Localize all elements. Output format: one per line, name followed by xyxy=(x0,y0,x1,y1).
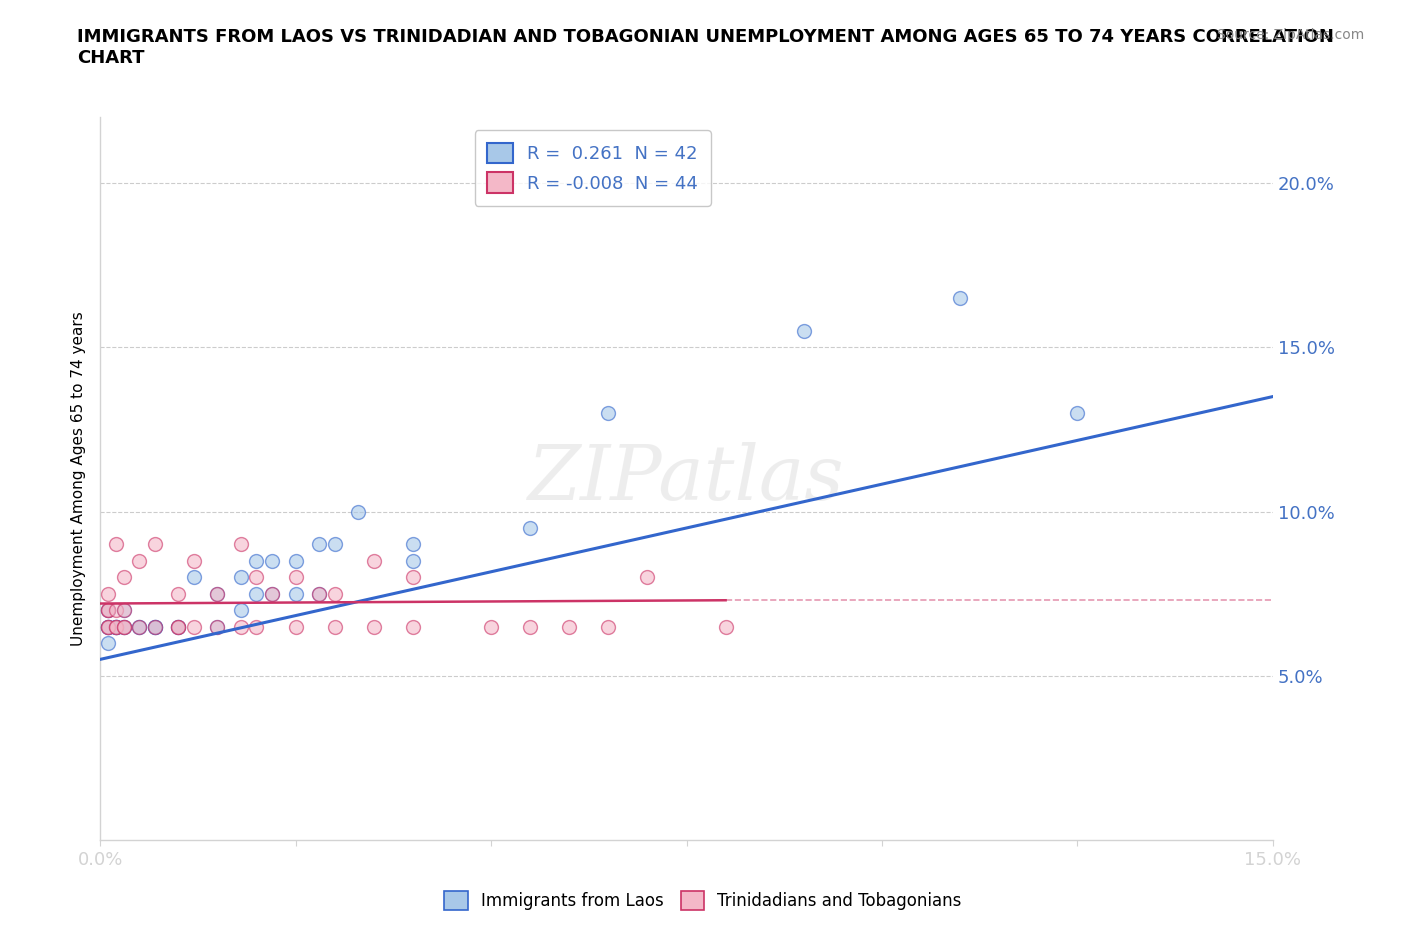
Point xyxy=(229,603,252,618)
Point xyxy=(97,586,120,601)
Point xyxy=(97,619,120,634)
Point xyxy=(167,619,190,634)
Point xyxy=(308,586,330,601)
Point xyxy=(112,570,135,585)
Point xyxy=(207,619,229,634)
Point xyxy=(143,619,166,634)
Text: ZIPatlas: ZIPatlas xyxy=(529,442,845,516)
Point xyxy=(104,619,127,634)
Point xyxy=(104,619,127,634)
Point xyxy=(112,603,135,618)
Point xyxy=(558,619,581,634)
Point xyxy=(97,619,120,634)
Point xyxy=(104,603,127,618)
Point xyxy=(636,570,658,585)
Point xyxy=(112,603,135,618)
Point xyxy=(598,405,620,420)
Y-axis label: Unemployment Among Ages 65 to 74 years: Unemployment Among Ages 65 to 74 years xyxy=(72,312,86,646)
Point xyxy=(229,537,252,551)
Text: IMMIGRANTS FROM LAOS VS TRINIDADIAN AND TOBAGONIAN UNEMPLOYMENT AMONG AGES 65 TO: IMMIGRANTS FROM LAOS VS TRINIDADIAN AND … xyxy=(77,28,1334,67)
Point xyxy=(402,570,425,585)
Point xyxy=(104,619,127,634)
Point xyxy=(262,586,284,601)
Point xyxy=(519,619,541,634)
Point xyxy=(284,570,307,585)
Point xyxy=(143,619,166,634)
Point xyxy=(229,570,252,585)
Point xyxy=(97,603,120,618)
Point xyxy=(1066,405,1088,420)
Point xyxy=(598,619,620,634)
Point xyxy=(245,586,267,601)
Point xyxy=(143,619,166,634)
Point xyxy=(245,553,267,568)
Point xyxy=(97,603,120,618)
Point xyxy=(167,619,190,634)
Point xyxy=(207,586,229,601)
Legend: Immigrants from Laos, Trinidadians and Tobagonians: Immigrants from Laos, Trinidadians and T… xyxy=(437,884,969,917)
Point xyxy=(245,570,267,585)
Point xyxy=(949,290,972,305)
Point xyxy=(347,504,370,519)
Point xyxy=(112,619,135,634)
Point xyxy=(714,619,737,634)
Point xyxy=(128,553,150,568)
Point xyxy=(143,537,166,551)
Point xyxy=(104,619,127,634)
Point xyxy=(284,553,307,568)
Point xyxy=(284,586,307,601)
Point xyxy=(402,619,425,634)
Point xyxy=(112,619,135,634)
Point xyxy=(97,619,120,634)
Point xyxy=(323,537,346,551)
Point xyxy=(323,586,346,601)
Legend: R =  0.261  N = 42, R = -0.008  N = 44: R = 0.261 N = 42, R = -0.008 N = 44 xyxy=(475,130,710,206)
Point xyxy=(167,586,190,601)
Point xyxy=(104,619,127,634)
Point xyxy=(402,537,425,551)
Point xyxy=(207,619,229,634)
Point xyxy=(183,619,205,634)
Point xyxy=(183,553,205,568)
Point xyxy=(402,553,425,568)
Point xyxy=(245,619,267,634)
Text: Source: ZipAtlas.com: Source: ZipAtlas.com xyxy=(1216,28,1364,42)
Point xyxy=(363,553,385,568)
Point xyxy=(97,603,120,618)
Point xyxy=(143,619,166,634)
Point xyxy=(363,619,385,634)
Point xyxy=(519,521,541,536)
Point xyxy=(308,586,330,601)
Point xyxy=(128,619,150,634)
Point xyxy=(97,635,120,650)
Point xyxy=(262,586,284,601)
Point xyxy=(479,619,502,634)
Point xyxy=(97,619,120,634)
Point xyxy=(262,553,284,568)
Point xyxy=(793,324,815,339)
Point xyxy=(112,619,135,634)
Point xyxy=(207,586,229,601)
Point xyxy=(97,619,120,634)
Point xyxy=(167,619,190,634)
Point xyxy=(128,619,150,634)
Point xyxy=(167,619,190,634)
Point xyxy=(104,537,127,551)
Point xyxy=(104,619,127,634)
Point xyxy=(112,619,135,634)
Point xyxy=(128,619,150,634)
Point xyxy=(308,537,330,551)
Point xyxy=(97,603,120,618)
Point xyxy=(284,619,307,634)
Point xyxy=(229,619,252,634)
Point xyxy=(323,619,346,634)
Point xyxy=(183,570,205,585)
